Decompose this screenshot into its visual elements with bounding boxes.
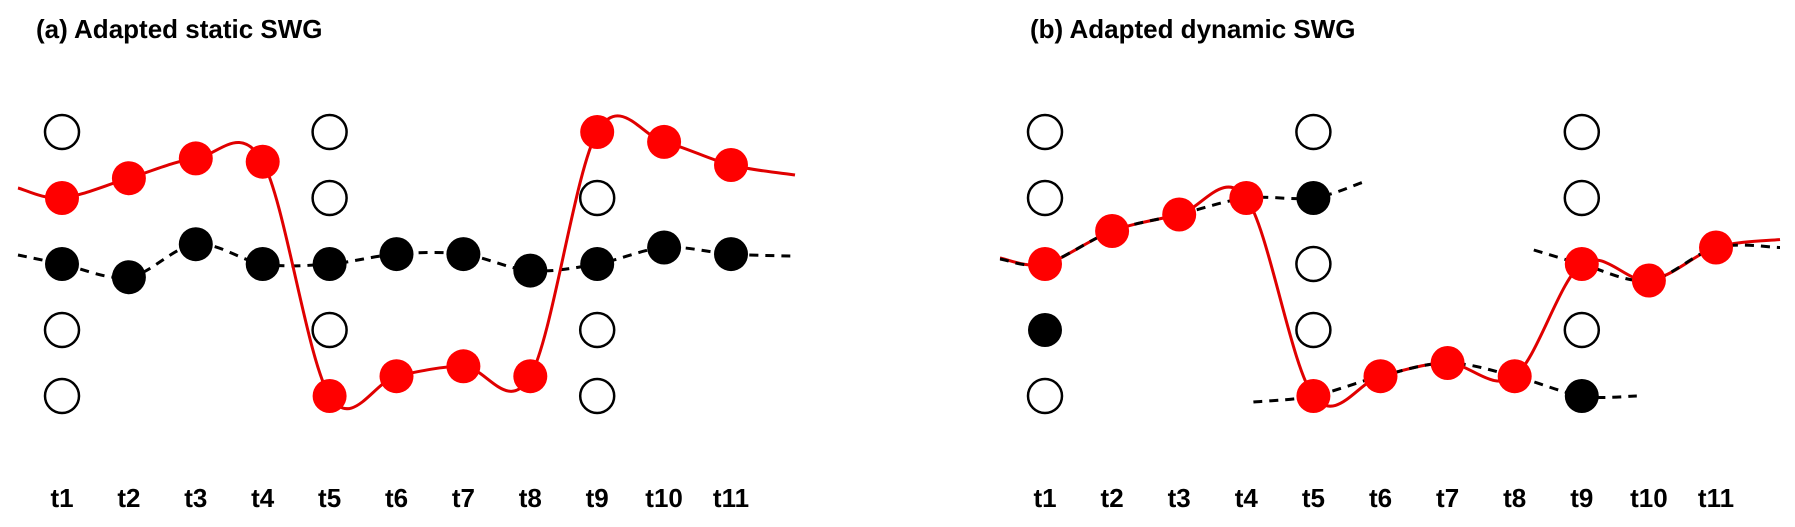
- unvisited-state-node: [311, 113, 348, 151]
- red-state-node: [379, 359, 414, 394]
- red-state-node: [1095, 214, 1130, 248]
- time-tick-t11: t11: [713, 483, 749, 513]
- panel-b-nodes: [1026, 113, 1733, 415]
- red-state-node: [714, 148, 748, 182]
- black-state-node: [647, 230, 682, 265]
- panel-a-nodes: [43, 113, 748, 415]
- time-tick-t3: t3: [1168, 483, 1191, 513]
- panel-a-time-axis: t1 t2 t3 t4 t5 t6 t7 t8 t9 t10 t11: [50, 483, 749, 513]
- unvisited-state-node: [43, 113, 81, 151]
- time-tick-t8: t8: [1503, 483, 1526, 513]
- red-state-node: [647, 124, 682, 159]
- unvisited-state-node: [578, 179, 616, 217]
- unvisited-state-node: [311, 311, 348, 349]
- red-state-node: [312, 379, 347, 413]
- time-tick-t4: t4: [1235, 483, 1259, 513]
- unvisited-state-node: [1295, 113, 1332, 151]
- red-state-node: [1296, 379, 1331, 413]
- red-state-node: [1229, 181, 1264, 215]
- time-tick-t9: t9: [586, 483, 609, 513]
- time-tick-t2: t2: [1101, 483, 1124, 513]
- time-tick-t8: t8: [519, 483, 542, 513]
- red-state-node: [1631, 263, 1666, 298]
- unvisited-state-node: [1563, 311, 1601, 349]
- panel-static-swg: (a) Adapted static SWG t1 t2 t3 t4 t5 t6 t7 t8 t…: [17, 14, 796, 513]
- black-state-node: [111, 260, 146, 295]
- red-state-node: [111, 161, 146, 196]
- black-state-node: [379, 237, 414, 272]
- black-state-node: [1028, 313, 1062, 347]
- unvisited-state-node: [1295, 245, 1332, 283]
- time-tick-t10: t10: [645, 483, 683, 513]
- red-state-node: [1162, 197, 1197, 232]
- red-state-node: [1430, 346, 1465, 380]
- red-state-node: [1564, 247, 1599, 281]
- black-state-node: [1296, 181, 1331, 215]
- time-tick-t7: t7: [1436, 483, 1459, 513]
- panel-b-title: (b) Adapted dynamic SWG: [1030, 14, 1356, 44]
- time-tick-t11: t11: [1698, 483, 1734, 513]
- red-state-node: [446, 349, 481, 384]
- panel-a-title: (a) Adapted static SWG: [36, 14, 323, 44]
- time-tick-t4: t4: [251, 483, 275, 513]
- unvisited-state-node: [1563, 113, 1601, 151]
- time-tick-t3: t3: [184, 483, 207, 513]
- unvisited-state-node: [43, 311, 81, 349]
- unvisited-state-node: [1295, 311, 1332, 349]
- time-tick-t5: t5: [318, 483, 341, 513]
- red-state-node: [178, 141, 213, 176]
- red-state-node: [513, 359, 548, 394]
- time-tick-t10: t10: [1630, 483, 1668, 513]
- time-tick-t9: t9: [1570, 483, 1593, 513]
- black-state-node: [45, 247, 79, 281]
- black-state-node: [513, 253, 548, 288]
- black-state-node: [312, 247, 347, 281]
- black-state-node: [178, 227, 213, 262]
- red-state-node: [1028, 247, 1062, 281]
- black-state-node: [1564, 379, 1599, 413]
- unvisited-state-node: [43, 377, 81, 415]
- black-state-node: [245, 247, 280, 281]
- red-state-node: [1363, 359, 1398, 394]
- time-tick-t1: t1: [1033, 483, 1056, 513]
- panel-b-time-axis: t1 t2 t3 t4 t5 t6 t7 t8 t9 t10 t11: [1033, 483, 1734, 513]
- time-tick-t1: t1: [50, 483, 73, 513]
- time-tick-t6: t6: [1369, 483, 1392, 513]
- unvisited-state-node: [1026, 179, 1064, 217]
- red-state-node: [45, 181, 79, 215]
- unvisited-state-node: [311, 179, 348, 217]
- red-state-node: [245, 144, 280, 179]
- time-tick-t5: t5: [1302, 483, 1325, 513]
- panel-dynamic-swg: (b) Adapted dynamic SWG t1 t2 t3 t4 t5 t6 t7 t8…: [999, 14, 1781, 513]
- time-tick-t7: t7: [452, 483, 475, 513]
- red-state-node: [580, 115, 615, 149]
- unvisited-state-node: [1026, 377, 1064, 415]
- black-state-node: [446, 237, 481, 272]
- red-state-node: [1497, 359, 1532, 394]
- time-tick-t2: t2: [117, 483, 140, 513]
- red-state-node: [1699, 230, 1733, 265]
- time-tick-t6: t6: [385, 483, 408, 513]
- unvisited-state-node: [578, 377, 616, 415]
- black-state-node: [580, 247, 615, 281]
- unvisited-state-node: [578, 311, 616, 349]
- black-state-node: [714, 237, 748, 272]
- unvisited-state-node: [1563, 179, 1601, 217]
- unvisited-state-node: [1026, 113, 1064, 151]
